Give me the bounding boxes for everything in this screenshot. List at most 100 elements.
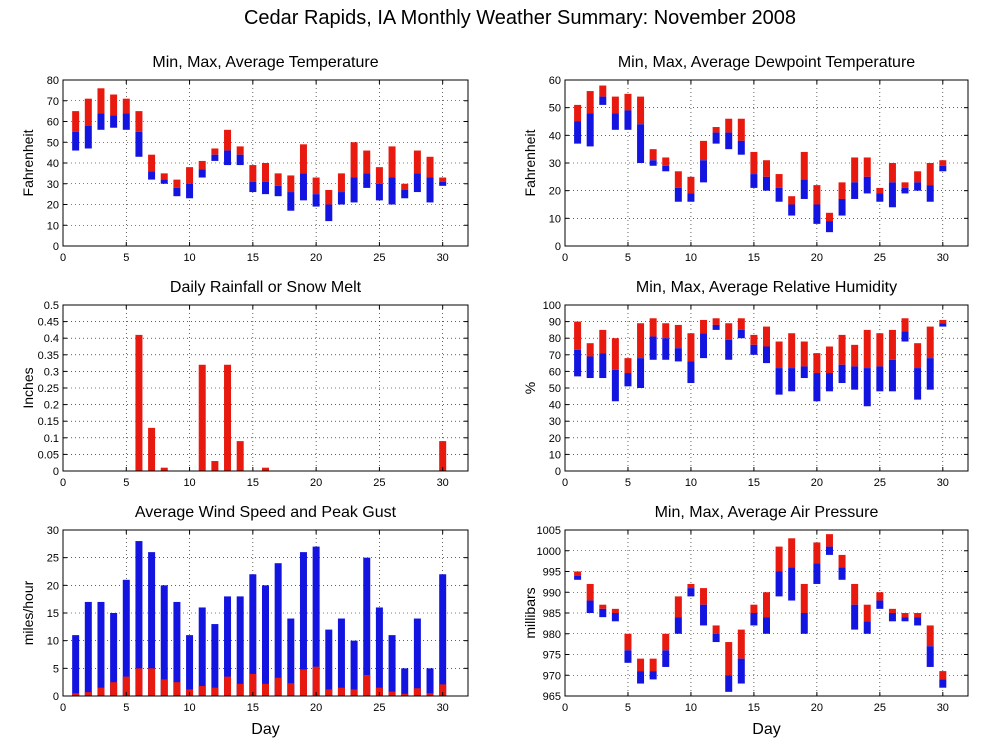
bar-min-segment xyxy=(262,181,269,195)
ytick-label: 30 xyxy=(47,179,59,191)
bar-avg-speed xyxy=(262,683,269,696)
xtick-label: 0 xyxy=(60,702,66,714)
bar-avg-speed xyxy=(325,689,333,696)
xtick-label: 0 xyxy=(60,477,66,489)
ytick-label: 20 xyxy=(47,200,59,212)
bar-min-segment xyxy=(700,604,708,626)
bar-peak-gust xyxy=(350,640,358,696)
ytick-label: 980 xyxy=(543,629,561,641)
bar-min-segment xyxy=(287,192,295,211)
bar-min-segment xyxy=(649,336,657,360)
bar-min-segment xyxy=(624,650,632,663)
xtick-label: 15 xyxy=(247,477,259,489)
bar-min-segment xyxy=(737,140,745,155)
bar-min-segment xyxy=(838,364,846,384)
bar-min-segment xyxy=(662,650,670,667)
bar-max-segment xyxy=(312,177,320,195)
xtick-label: 0 xyxy=(562,252,568,264)
chart-wind: 0 5 10 15 20 25 30 0 5 10 15 20 25 30 Average Wind Spe… xyxy=(20,504,469,738)
bar-min-segment xyxy=(236,154,244,166)
bar-max-segment xyxy=(800,151,808,180)
bar-peak-gust xyxy=(249,574,257,696)
bar-max-segment xyxy=(888,329,896,360)
bar-min-segment xyxy=(788,204,796,216)
bar-max-segment xyxy=(901,182,909,188)
ytick-label: 0.5 xyxy=(44,300,59,312)
bar-peak-gust xyxy=(388,635,396,696)
bar-peak-gust xyxy=(325,629,333,696)
bar-peak-gust xyxy=(135,541,143,696)
bar-avg-speed xyxy=(72,693,80,696)
y-axis-label: millibars xyxy=(522,587,538,638)
bar-avg-speed xyxy=(97,687,105,696)
bar-min-segment xyxy=(914,368,922,400)
chart-title: Min, Max, Average Dewpoint Temperature xyxy=(618,54,915,71)
bar-max-segment xyxy=(586,91,594,114)
bar-max-segment xyxy=(624,93,632,111)
bar-avg-speed xyxy=(413,688,421,696)
xtick-label: 25 xyxy=(373,702,385,714)
xtick-label: 0 xyxy=(562,477,568,489)
bar-min-segment xyxy=(939,323,947,327)
bar-max-segment xyxy=(775,174,783,188)
y-axis-label: miles/hour xyxy=(20,580,36,645)
bar-max-segment xyxy=(325,189,333,205)
xtick-label: 15 xyxy=(748,252,760,264)
xtick-label: 5 xyxy=(625,477,631,489)
bar-min-segment xyxy=(160,179,168,184)
xtick-label: 15 xyxy=(748,702,760,714)
ytick-label: 70 xyxy=(549,350,561,362)
bar-min-segment xyxy=(939,679,947,688)
bar-max-segment xyxy=(413,150,421,174)
bar-peak-gust xyxy=(186,635,194,696)
bar-min-segment xyxy=(775,571,783,597)
bar-max-segment xyxy=(825,534,833,547)
bar-peak-gust xyxy=(211,624,219,696)
bar-min-segment xyxy=(173,187,181,197)
bar-peak-gust xyxy=(97,601,105,696)
ytick-label: 0.35 xyxy=(38,350,59,362)
xtick-label: 20 xyxy=(811,252,823,264)
bar-min-segment xyxy=(611,113,619,130)
bar-min-segment xyxy=(687,361,695,384)
bar-min-segment xyxy=(813,204,821,224)
bar-max-segment xyxy=(725,642,733,676)
bar-max-segment xyxy=(788,333,796,369)
ytick-label: 975 xyxy=(543,650,561,662)
bar-min-segment xyxy=(712,324,720,330)
ytick-label: 0 xyxy=(53,691,59,703)
bar-max-segment xyxy=(838,554,846,568)
bar-avg-speed xyxy=(110,682,118,696)
ytick-label: 20 xyxy=(47,580,59,592)
bar-min-segment xyxy=(750,174,758,188)
bar-min-segment xyxy=(375,183,383,201)
xtick-label: 30 xyxy=(437,252,449,264)
bar-max-segment xyxy=(173,179,181,188)
bar-avg-speed xyxy=(287,683,295,696)
bar-peak-gust xyxy=(274,563,282,696)
bar-max-segment xyxy=(838,182,846,199)
bar-min-segment xyxy=(750,613,758,626)
bar-max-segment xyxy=(122,98,130,114)
bar-max-segment xyxy=(926,326,934,359)
ytick-label: 985 xyxy=(543,608,561,620)
ytick-label: 60 xyxy=(47,117,59,129)
bar-min-segment xyxy=(574,349,582,377)
xtick-label: 0 xyxy=(60,252,66,264)
bar-peak-gust xyxy=(224,596,232,696)
bar-min-segment xyxy=(725,132,733,150)
bar-min-segment xyxy=(813,373,821,402)
bar-min-segment xyxy=(599,353,607,379)
bar-max-segment xyxy=(763,326,770,347)
bar-min-segment xyxy=(725,675,733,692)
xtick-label: 25 xyxy=(373,477,385,489)
xtick-label: 10 xyxy=(685,252,697,264)
bar-max-segment xyxy=(574,104,582,122)
bar-max-segment xyxy=(888,163,896,183)
bar-peak-gust xyxy=(148,552,156,696)
ytick-label: 80 xyxy=(549,333,561,345)
bar-min-segment xyxy=(687,193,695,202)
bar-min-segment xyxy=(611,613,619,622)
bar-max-segment xyxy=(825,212,833,222)
ytick-label: 15 xyxy=(47,608,59,620)
